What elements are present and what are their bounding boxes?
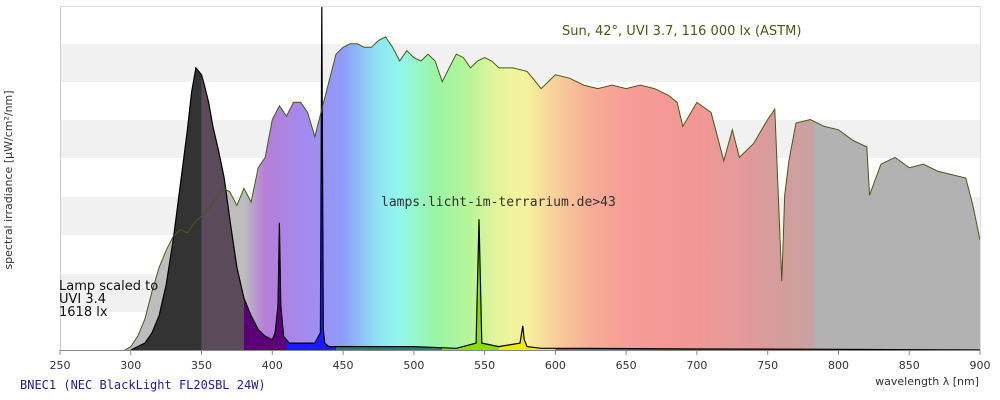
x-tick-label: 650 [616, 359, 637, 372]
watermark-text: lamps.licht-im-terrarium.de>43 [381, 195, 616, 210]
sun-spectrum-line [124, 36, 980, 350]
lamp-spectrum-line [130, 6, 980, 350]
lamp-label-line-3: 1618 lx [59, 305, 108, 320]
x-tick-label: 700 [686, 359, 707, 372]
y-axis-title: spectral irradiance [µW/cm²/nm] [2, 90, 15, 269]
x-tick-label: 850 [899, 359, 920, 372]
lamp-label-line-1: Lamp scaled to [59, 279, 158, 294]
x-tick-label: 600 [545, 359, 566, 372]
x-axis-title: wavelength λ [nm] [875, 375, 979, 388]
x-tick-label: 550 [474, 359, 495, 372]
x-tick-label: 350 [191, 359, 212, 372]
x-tick-label: 900 [970, 359, 991, 372]
x-tick-label: 450 [333, 359, 354, 372]
x-tick-label: 400 [262, 359, 283, 372]
x-tick-label: 750 [757, 359, 778, 372]
x-tick-label: 800 [828, 359, 849, 372]
x-tick-label: 250 [50, 359, 71, 372]
x-tick-label: 300 [120, 359, 141, 372]
x-tick-label: 500 [403, 359, 424, 372]
sun-label: Sun, 42°, UVI 3.7, 116 000 lx (ASTM) [562, 24, 801, 39]
lamp-title: BNEC1 (NEC BlackLight FL20SBL 24W) [20, 378, 266, 392]
lamp-label-line-2: UVI 3.4 [59, 292, 106, 307]
